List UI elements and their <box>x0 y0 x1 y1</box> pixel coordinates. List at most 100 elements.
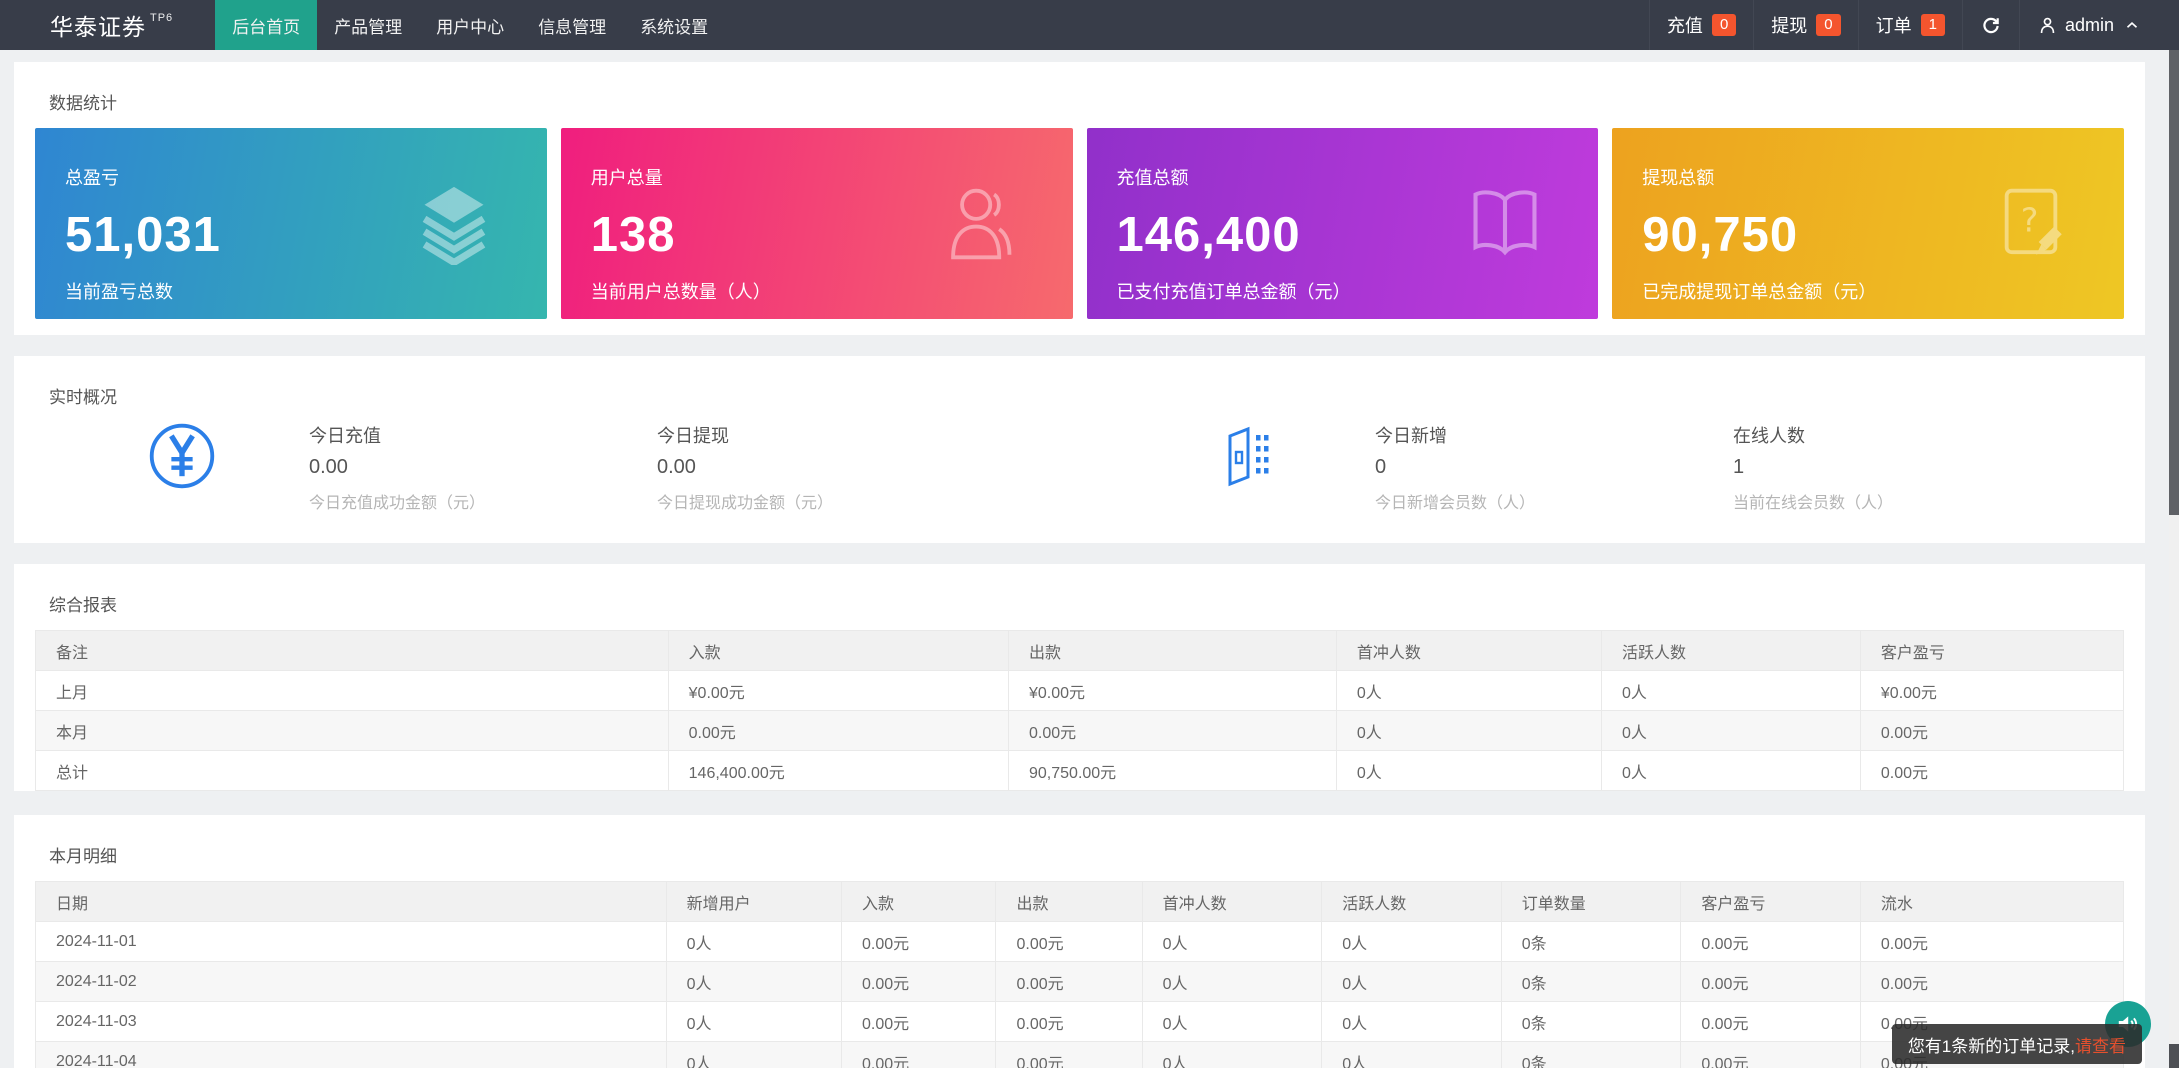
table-cell: 0.00元 <box>840 961 997 1002</box>
column-header: 入款 <box>840 881 997 922</box>
refresh-button[interactable] <box>1961 0 2019 50</box>
realtime-desc: 今日新增会员数（人） <box>1375 495 1536 512</box>
column-header: 活跃人数 <box>1600 630 1861 671</box>
table-cell: 上月 <box>35 670 669 711</box>
table-cell: 0.00元 <box>1680 1001 1861 1042</box>
table-cell: 0.00元 <box>995 921 1143 962</box>
card-label: 充值总额 <box>1116 168 1189 188</box>
table-cell: 0人 <box>1321 1001 1502 1042</box>
table-cell: 0.00元 <box>995 961 1143 1002</box>
realtime-panel-title: 实时概况 <box>49 388 117 407</box>
table-row: 2024-11-02 0人 0.00元 0.00元 0人 0人 0条 0.00元 0.00元 <box>35 961 2125 1002</box>
report-table: 备注 入款 出款 首冲人数 活跃人数 客户盈亏 上月 ¥0.00元 ¥0.00元 0人 0人 ¥0.0… <box>35 630 2125 791</box>
card-value: 90,750 <box>1642 208 1799 262</box>
realtime-value: 1 <box>1733 456 1745 478</box>
table-cell: 0.00元 <box>1008 710 1337 751</box>
building-icon <box>1228 426 1269 487</box>
document-icon: ? <box>2004 188 2062 255</box>
table-cell: 0.00元 <box>840 1041 997 1068</box>
user-menu[interactable]: admin <box>2018 0 2165 50</box>
scrollbar-thumb[interactable] <box>2169 50 2179 515</box>
refresh-icon <box>1983 17 1999 34</box>
nav-item-products[interactable]: 产品管理 <box>334 17 403 37</box>
column-header: 客户盈亏 <box>1859 630 2125 671</box>
table-cell: 0.00元 <box>840 921 997 962</box>
table-cell: 0.00元 <box>1680 961 1861 1002</box>
card-desc: 当前用户总数量（人） <box>590 282 771 302</box>
stats-panel-title: 数据统计 <box>49 94 117 113</box>
table-header-row: 日期 新增用户 入款 出款 首冲人数 活跃人数 订单数量 客户盈亏 流水 <box>35 881 2125 922</box>
nav-orders-label: 订单 <box>1875 16 1912 36</box>
user-icon <box>950 188 1011 259</box>
table-cell: 0条 <box>1500 1041 1682 1068</box>
report-panel: 综合报表 备注 入款 出款 首冲人数 活跃人数 客户盈亏 上月 ¥0.00元 ¥0.00元 0人 0… <box>14 564 2145 791</box>
realtime-row: 今日充值 0.00 今日充值成功金额（元） 今日提现 0.00 今日提现成功金额… <box>14 422 2145 543</box>
table-cell: 0.00元 <box>1859 961 2125 1002</box>
table-cell: 146,400.00元 <box>667 750 1010 791</box>
toast-message: 您有1条新的订单记录, <box>1907 1036 2075 1056</box>
nav-item-home[interactable]: 后台首页 <box>215 0 318 50</box>
column-header: 备注 <box>35 630 669 671</box>
realtime-panel: 实时概况 今日充值 0.00 今日充值成功金额（元） 今日提现 0.00 今日提… <box>14 356 2145 543</box>
realtime-value: 0.00 <box>657 456 696 478</box>
table-cell: 0.00元 <box>840 1001 997 1042</box>
navbar-right: 充值 0 提现 0 订单 1 admin <box>1648 0 2179 50</box>
app-logo[interactable]: 华泰证券 TP6 <box>0 0 173 50</box>
toast-view-link[interactable]: 请查看 <box>2075 1036 2126 1056</box>
table-cell: 0人 <box>1600 670 1861 711</box>
user-avatar-icon <box>2040 17 2055 33</box>
table-row: 2024-11-01 0人 0.00元 0.00元 0人 0人 0条 0.00元 0.00元 <box>35 921 2125 962</box>
stat-card-total-withdraw: 提现总额 90,750 已完成提现订单总金额（元） ? <box>1612 128 2124 319</box>
realtime-item-today-recharge: 今日充值 0.00 今日充值成功金额（元） <box>309 422 657 513</box>
card-value: 51,031 <box>65 208 221 262</box>
report-panel-title: 综合报表 <box>49 596 117 615</box>
realtime-desc: 今日充值成功金额（元） <box>309 495 486 512</box>
table-cell: 0.00元 <box>1680 921 1861 962</box>
table-cell: ¥0.00元 <box>667 670 1010 711</box>
navbar: 华泰证券 TP6 后台首页 产品管理 用户中心 信息管理 系统设置 充值 0 提现… <box>0 0 2179 50</box>
table-row: 上月 ¥0.00元 ¥0.00元 0人 0人 ¥0.00元 <box>35 670 2125 711</box>
realtime-desc: 当前在线会员数（人） <box>1733 495 1894 512</box>
nav-item-settings[interactable]: 系统设置 <box>640 17 709 37</box>
realtime-item-online: 在线人数 1 当前在线会员数（人） <box>1733 422 2081 513</box>
withdraw-count-badge: 0 <box>1816 14 1841 36</box>
nav-orders-button[interactable]: 订单 1 <box>1857 0 1962 50</box>
chevron-up-icon <box>2126 22 2138 28</box>
table-cell: 2024-11-02 <box>35 961 667 1002</box>
realtime-desc: 今日提现成功金额（元） <box>657 495 834 512</box>
nav-withdraw-button[interactable]: 提现 0 <box>1753 0 1857 50</box>
table-cell: 0条 <box>1500 1001 1682 1042</box>
table-cell: 0人 <box>1321 1041 1502 1068</box>
table-header-row: 备注 入款 出款 首冲人数 活跃人数 客户盈亏 <box>35 630 2125 671</box>
nav-recharge-button[interactable]: 充值 0 <box>1648 0 1753 50</box>
main-menu: 后台首页 产品管理 用户中心 信息管理 系统设置 <box>215 0 725 50</box>
book-icon <box>1473 189 1537 255</box>
table-cell: 0条 <box>1500 921 1682 962</box>
svg-text:?: ? <box>2021 200 2039 239</box>
nav-recharge-label: 充值 <box>1666 16 1703 36</box>
stat-card-total-recharge: 充值总额 146,400 已支付充值订单总金额（元） <box>1086 128 1599 319</box>
column-header: 新增用户 <box>665 881 842 922</box>
table-cell: 2024-11-04 <box>35 1041 667 1068</box>
nav-item-info[interactable]: 信息管理 <box>538 17 607 37</box>
realtime-label: 今日新增 <box>1375 426 1447 446</box>
page-scrollbar <box>2169 50 2179 1068</box>
table-cell: 2024-11-01 <box>35 921 667 962</box>
table-cell: 0人 <box>665 1001 842 1042</box>
table-cell: 0人 <box>1335 710 1602 751</box>
card-value: 138 <box>590 208 676 262</box>
table-cell: 0.00元 <box>1680 1041 1861 1068</box>
table-cell: 0人 <box>665 1041 842 1068</box>
scrollbar-down-button[interactable] <box>2169 1044 2179 1068</box>
table-cell: 0人 <box>1141 1001 1323 1042</box>
realtime-label: 在线人数 <box>1733 426 1805 446</box>
table-cell: 0人 <box>1141 921 1323 962</box>
card-desc: 当前盈亏总数 <box>65 282 173 302</box>
nav-item-users[interactable]: 用户中心 <box>436 17 505 37</box>
table-cell: 0.00元 <box>995 1001 1143 1042</box>
page-content: 数据统计 总盈亏 51,031 当前盈亏总数 用户总量 138 当前用户总数量（… <box>0 62 2179 1068</box>
orders-count-badge: 1 <box>1920 14 1945 36</box>
table-cell: 0人 <box>1321 961 1502 1002</box>
realtime-label: 今日充值 <box>309 426 381 446</box>
